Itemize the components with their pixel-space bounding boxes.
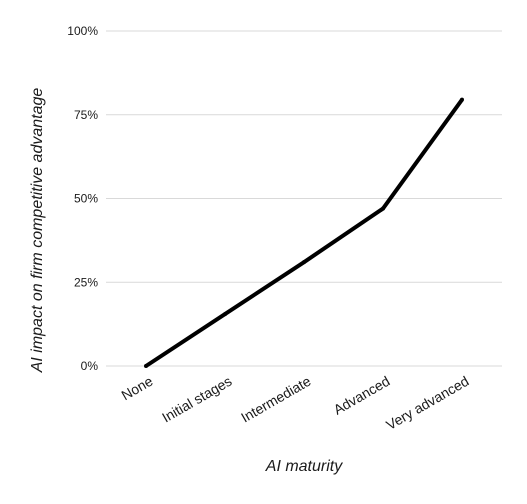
x-tick-label: Advanced	[331, 373, 393, 418]
data-point	[381, 206, 385, 211]
y-tick-label: 25%	[74, 275, 98, 289]
x-tick-labels: None Initial stages Intermediate AdvancedVe…	[119, 373, 472, 433]
x-tick-label: Intermediate	[238, 373, 314, 426]
y-tick-label: 75%	[74, 108, 98, 122]
data-point	[223, 312, 227, 317]
data-point	[144, 364, 148, 368]
x-axis-title: AI maturity	[265, 458, 343, 475]
y-tick-label: 100%	[67, 24, 98, 38]
x-tick-label: Initial stages	[159, 373, 234, 426]
data-point	[460, 97, 464, 102]
series-line	[144, 98, 464, 368]
y-tick-label: 50%	[74, 192, 98, 206]
x-tick-label: Very advanced	[383, 373, 471, 433]
x-tick-label: None	[119, 373, 156, 404]
gridlines	[106, 30, 502, 367]
y-axis-title: AI impact on firm competitive advantage	[29, 88, 46, 374]
y-tick-labels: 0% 25% 50% 75% 100%	[67, 24, 98, 373]
series-lines	[144, 97, 464, 368]
data-point	[302, 260, 306, 265]
y-tick-label: 0%	[81, 359, 99, 373]
